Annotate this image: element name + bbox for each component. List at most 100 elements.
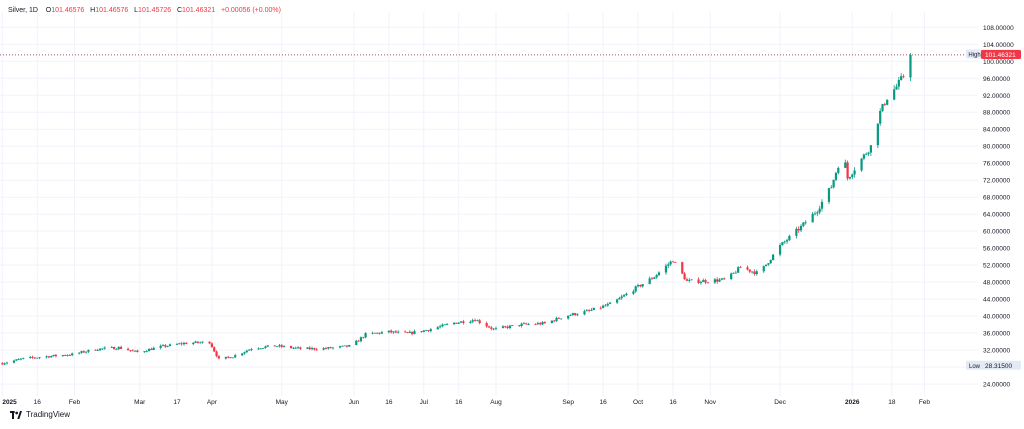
legend-symbol[interactable]: Silver, 1D: [8, 7, 38, 14]
candle-body: [797, 228, 800, 231]
candle: [152, 346, 155, 351]
candle-body: [266, 345, 269, 347]
candle: [33, 357, 37, 360]
x-tick-label: May: [276, 399, 289, 406]
candle: [799, 224, 803, 233]
candle: [674, 261, 677, 263]
candle: [224, 356, 227, 360]
candle: [508, 324, 512, 330]
candle: [636, 283, 640, 288]
candle-body: [392, 331, 395, 333]
candle-body: [608, 302, 612, 304]
candle: [848, 176, 852, 180]
candle: [555, 316, 558, 322]
candle: [697, 277, 700, 284]
candle: [131, 349, 134, 352]
candle: [80, 350, 83, 354]
candle-body: [599, 307, 602, 309]
candle-body: [504, 326, 507, 328]
candle: [355, 339, 358, 346]
candle: [830, 185, 833, 189]
candle-body: [560, 318, 563, 320]
candle-body: [1, 363, 4, 365]
candle: [259, 348, 262, 350]
candle: [429, 327, 432, 333]
candle-body: [897, 79, 900, 87]
x-tick-label: 16: [669, 399, 677, 406]
candle-body: [655, 275, 658, 278]
y-tick-label: 44.00000: [983, 297, 1010, 304]
candle: [869, 145, 872, 157]
candle: [550, 320, 553, 324]
candle: [117, 346, 120, 351]
candle: [718, 278, 721, 282]
candle-body: [445, 324, 449, 325]
candle-body: [704, 280, 707, 283]
candle: [667, 262, 670, 269]
candle-body: [900, 76, 903, 80]
candle: [376, 332, 379, 335]
x-tick-label: 2026: [845, 399, 860, 406]
candle: [38, 356, 41, 360]
candle: [599, 306, 602, 310]
candle: [590, 308, 593, 312]
candle-body: [618, 298, 621, 300]
candle-body: [159, 345, 162, 348]
y-tick-label: 24.00000: [983, 382, 1010, 389]
candle: [851, 173, 854, 180]
candle-body: [511, 325, 514, 326]
candle: [632, 289, 635, 296]
candle: [147, 348, 151, 352]
candle: [886, 99, 889, 106]
candle-body: [147, 348, 151, 352]
candle-body: [404, 331, 407, 333]
tradingview-logo-icon: [10, 410, 22, 419]
candle: [280, 343, 283, 349]
candle: [534, 323, 537, 325]
candle: [485, 321, 488, 328]
candle: [506, 325, 509, 330]
candle-body: [457, 322, 460, 324]
candle-body: [178, 343, 181, 345]
candle: [380, 330, 383, 335]
candle-body: [126, 348, 130, 351]
candle-body: [615, 299, 619, 303]
candle: [362, 336, 365, 339]
candle-body: [390, 330, 393, 333]
candle: [525, 322, 528, 325]
candle-body: [257, 348, 260, 350]
candle: [296, 346, 300, 350]
candle: [681, 261, 684, 275]
candle-body: [525, 323, 528, 325]
candle-body: [68, 355, 71, 356]
candle: [867, 151, 870, 157]
candle-body: [636, 284, 640, 287]
y-tick-label: 76.00000: [983, 161, 1010, 168]
candle-body: [387, 330, 390, 333]
candle: [94, 349, 97, 351]
candle-body: [199, 342, 202, 344]
candle: [387, 330, 390, 334]
candle: [313, 347, 316, 351]
candle-body: [527, 324, 530, 325]
high-label: High: [968, 52, 980, 58]
tradingview-branding[interactable]: TradingView: [10, 410, 70, 419]
candle-body: [811, 213, 814, 223]
candle: [879, 108, 882, 126]
candle-body: [713, 279, 716, 283]
candle-body: [119, 346, 123, 349]
candle-body: [818, 208, 821, 213]
candle-body: [893, 89, 896, 100]
y-tick-label: 40.00000: [983, 314, 1010, 321]
candle: [459, 321, 463, 323]
candle-body: [520, 323, 523, 326]
candle: [588, 308, 591, 313]
candle: [730, 272, 733, 281]
candle-body: [373, 332, 377, 334]
candle: [54, 353, 57, 358]
candle: [832, 179, 835, 189]
candle: [723, 277, 726, 281]
candle: [133, 350, 137, 353]
